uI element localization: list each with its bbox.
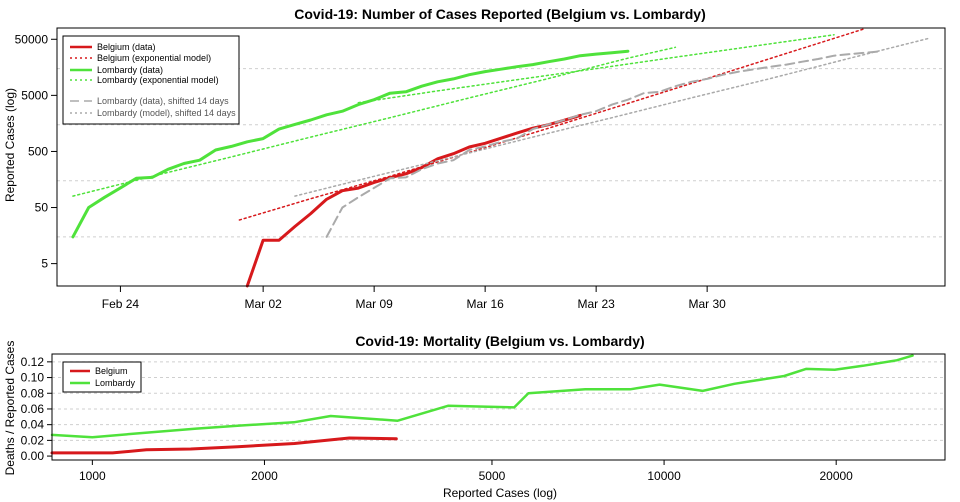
cases-y-tick-label: 50 <box>35 201 49 215</box>
cases-chart-frame <box>56 27 946 287</box>
mortality-chart-grid <box>52 361 945 441</box>
mortality-y-tick-label: 0.08 <box>21 386 45 400</box>
mortality-chart: Covid-19: Mortality (Belgium vs. Lombard… <box>3 333 946 500</box>
cases-legend-box <box>62 35 240 125</box>
mortality-legend-label: Belgium <box>95 366 128 376</box>
mortality-chart-ylabel: Deaths / Reported Cases <box>3 341 17 476</box>
mortality-x-tick-label: 20000 <box>819 469 853 483</box>
cases-x-tick-label: Mar 30 <box>688 297 726 311</box>
cases-chart-x-axis: Feb 24 Mar 02 Mar 09 Mar 16 Mar 23 Mar 30 <box>102 286 726 311</box>
mortality-chart-x-axis: 1000 2000 5000 10000 20000 <box>79 460 853 483</box>
cases-chart-ylabel: Reported Cases (log) <box>3 88 17 202</box>
cases-x-tick-label: Mar 02 <box>244 297 282 311</box>
cases-series-lombardy-data-shifted-14-days <box>325 50 883 238</box>
mortality-legend-label: Lombardy <box>95 378 136 388</box>
mortality-series-belgium <box>50 436 398 455</box>
cases-legend-label: Belgium (data) <box>97 42 156 52</box>
cases-legend-label: Lombardy (data) <box>97 65 163 75</box>
mortality-y-tick-label: 0.12 <box>21 355 45 369</box>
cases-legend-label: Lombardy (data), shifted 14 days <box>97 96 229 106</box>
cases-y-tick-label: 5 <box>41 257 48 271</box>
mortality-y-tick-label: 0.04 <box>21 418 45 432</box>
cases-series-lombardy-exponential-model <box>72 46 677 197</box>
mortality-x-tick-label: 1000 <box>79 469 106 483</box>
cases-series-lombardy-model-shifted-14-days <box>357 34 835 104</box>
cases-chart: Covid-19: Number of Cases Reported (Belg… <box>3 6 946 311</box>
mortality-x-tick-label: 10000 <box>647 469 681 483</box>
cases-legend-label: Lombardy (exponential model) <box>97 75 219 85</box>
mortality-y-tick-label: 0.02 <box>21 433 45 447</box>
mortality-x-tick-label: 5000 <box>479 469 506 483</box>
mortality-chart-legend: Belgium Lombardy <box>62 361 142 393</box>
mortality-y-tick-label: 0.10 <box>21 371 45 385</box>
mortality-chart-xlabel: Reported Cases (log) <box>443 486 557 500</box>
mortality-chart-y-axis: 0.00 0.020.04 0.06 0.080.10 0.12 <box>21 355 52 463</box>
mortality-y-tick-label: 0.00 <box>21 449 45 463</box>
cases-series-lombardy-model-shifted-14-days <box>294 37 930 197</box>
cases-x-tick-label: Feb 24 <box>102 297 140 311</box>
mortality-legend-box <box>62 361 142 393</box>
mortality-series-lombardy <box>50 354 914 439</box>
cases-chart-legend: Belgium (data)Belgium (exponential model… <box>62 35 240 125</box>
mortality-chart-title: Covid-19: Mortality (Belgium vs. Lombard… <box>355 333 644 349</box>
cases-x-tick-label: Mar 09 <box>355 297 393 311</box>
cases-x-tick-label: Mar 16 <box>466 297 504 311</box>
mortality-y-tick-label: 0.06 <box>21 402 45 416</box>
cases-y-tick-label: 5000 <box>21 88 48 102</box>
cases-y-tick-label: 500 <box>28 144 48 158</box>
cases-y-tick-label: 50000 <box>15 32 49 46</box>
mortality-x-tick-label: 2000 <box>251 469 278 483</box>
cases-chart-y-axis: 5 50 500 5000 50000 <box>15 32 57 271</box>
cases-chart-series <box>71 27 930 288</box>
cases-legend-label: Lombardy (model), shifted 14 days <box>97 108 236 118</box>
mortality-chart-series <box>50 354 914 455</box>
cases-series-belgium-data <box>245 113 582 288</box>
cases-series-lombardy-data <box>71 49 630 239</box>
cases-chart-title: Covid-19: Number of Cases Reported (Belg… <box>294 6 706 22</box>
cases-legend-label: Belgium (exponential model) <box>97 53 211 63</box>
mortality-chart-frame <box>51 353 946 461</box>
cases-series-belgium-exponential-model <box>238 27 867 221</box>
cases-x-tick-label: Mar 23 <box>577 297 615 311</box>
